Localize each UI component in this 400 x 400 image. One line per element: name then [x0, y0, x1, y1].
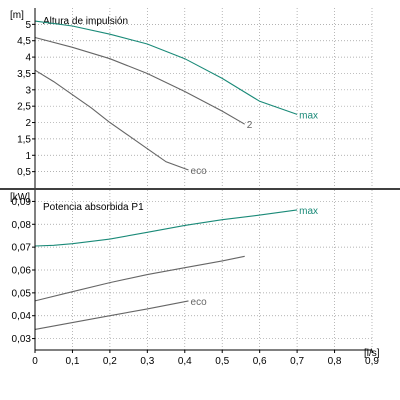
power-title: Potencia absorbida P1	[43, 202, 144, 213]
y-tick-label: 0,07	[12, 243, 32, 254]
y-tick-label: 0,06	[12, 266, 32, 277]
x-tick-label: 0	[32, 356, 38, 367]
series-label-eco: eco	[191, 297, 208, 308]
head-title: Altura de impulsión	[43, 16, 128, 27]
x-tick-label: 0,5	[215, 356, 229, 367]
y-tick-label: 1	[25, 151, 31, 162]
power-panel: [kW] Potencia absorbida P1 0,03 0,04 0,05 0…	[10, 190, 373, 350]
x-tick-label: 0,9	[365, 356, 379, 367]
x-tick-label: 0,6	[253, 356, 267, 367]
series-label-max: max	[299, 110, 318, 121]
series-label-eco: eco	[191, 166, 208, 177]
x-tick-label: 0,8	[328, 356, 342, 367]
y-tick-label: 0,04	[12, 311, 32, 322]
y-tick-label: 2,5	[17, 102, 31, 113]
x-tick-label: 0,2	[103, 356, 117, 367]
series-line-eco	[34, 300, 189, 330]
x-axis-label: [l/s]	[364, 348, 380, 359]
head-ylabel: [m]	[10, 10, 24, 21]
y-tick-label: 5	[25, 20, 31, 31]
y-tick-label: 0,08	[12, 220, 32, 231]
y-tick-label: 4,5	[17, 36, 31, 47]
x-tick-label: 0,4	[178, 356, 192, 367]
x-tick-label: 0,1	[65, 356, 79, 367]
y-tick-label: 3	[25, 85, 31, 96]
y-tick-label: 0,09	[12, 197, 32, 208]
y-tick-label: 0,5	[17, 167, 31, 178]
series-line-2	[34, 36, 245, 125]
y-tick-label: 0,05	[12, 288, 32, 299]
y-tick-label: 4	[25, 53, 31, 64]
series-label-max: max	[299, 206, 318, 217]
series-line-eco	[34, 69, 189, 171]
x-tick-label: 0,7	[290, 356, 304, 367]
series-line-mid	[34, 255, 245, 302]
series-label-2: 2	[247, 120, 253, 131]
head-panel: [m] Altura de impulsión 0,5 1 1,5 2 2,5 3 3,5 4…	[10, 8, 373, 188]
y-tick-label: 3,5	[17, 69, 31, 80]
series-line-max	[34, 209, 298, 247]
series-line-max	[34, 20, 298, 115]
x-axis: [l/s] 0 0,1 0,2 0,3 0,4 0,5 0,6 0,7 0,8 0,9	[32, 348, 380, 367]
x-tick-label: 0,3	[140, 356, 154, 367]
y-tick-label: 0,03	[12, 334, 32, 345]
power-ylabel: [kW]	[10, 192, 30, 203]
y-tick-label: 2	[25, 118, 31, 129]
y-tick-label: 1,5	[17, 134, 31, 145]
